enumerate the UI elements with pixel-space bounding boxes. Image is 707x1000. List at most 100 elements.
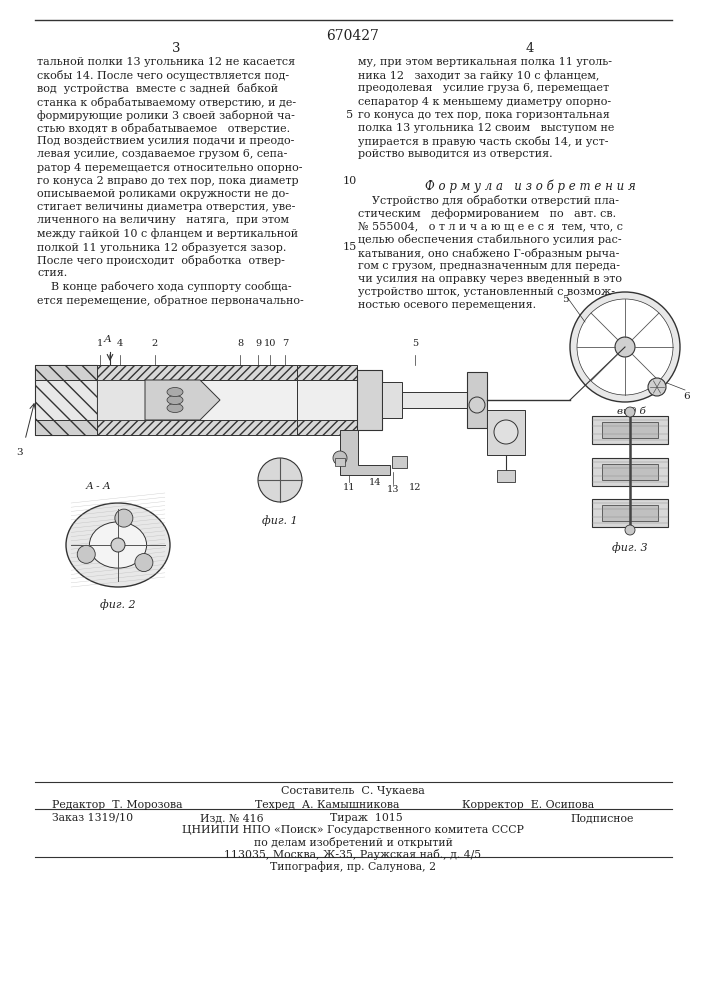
Text: личенного на величину   натяга,  при этом: личенного на величину натяга, при этом (37, 215, 289, 225)
Bar (592, 499, 668, 527)
Bar (97, 365, 297, 380)
Text: 15: 15 (343, 242, 357, 252)
Text: 6: 6 (684, 392, 690, 401)
Text: А: А (104, 335, 112, 344)
Text: вид б: вид б (617, 407, 646, 416)
Text: устройство шток, установленный с возмож-: устройство шток, установленный с возмож- (358, 287, 615, 297)
Bar (382, 382, 402, 418)
Text: 670427: 670427 (327, 29, 380, 43)
Bar (35, 365, 97, 435)
Text: Устройство для обработки отверстий пла-: Устройство для обработки отверстий пла- (358, 195, 619, 206)
Ellipse shape (66, 503, 170, 587)
Ellipse shape (89, 522, 146, 568)
Text: станка к обрабатываемому отверстию, и де-: станка к обрабатываемому отверстию, и де… (37, 97, 296, 108)
Polygon shape (340, 430, 390, 475)
Text: ЦНИИПИ НПО «Поиск» Государственного комитета СССР: ЦНИИПИ НПО «Поиск» Государственного коми… (182, 825, 524, 835)
Text: чи усилия на оправку через введенный в это: чи усилия на оправку через введенный в э… (358, 274, 622, 284)
Text: стическим   деформированием   по   авт. св.: стическим деформированием по авт. св. (358, 208, 616, 219)
Text: 113035, Москва, Ж-35, Раужская наб., д. 4/5: 113035, Москва, Ж-35, Раужская наб., д. … (224, 849, 481, 860)
Text: После чего происходит  обработка  отвер-: После чего происходит обработка отвер- (37, 255, 285, 266)
Bar (335, 458, 345, 466)
Text: целью обеспечения стабильного усилия рас-: целью обеспечения стабильного усилия рас… (358, 234, 621, 245)
Text: 12: 12 (409, 483, 421, 492)
Bar (487, 410, 525, 455)
Text: 4: 4 (526, 42, 534, 55)
Text: Тираж  1015: Тираж 1015 (330, 813, 403, 823)
Bar (297, 365, 357, 380)
Bar (392, 456, 407, 468)
Text: 4: 4 (117, 339, 123, 348)
Text: ратор 4 перемещается относительно опорно-: ратор 4 перемещается относительно опорно… (37, 163, 303, 173)
Polygon shape (145, 380, 220, 420)
Text: стигает величины диаметра отверстия, уве-: стигает величины диаметра отверстия, уве… (37, 202, 296, 212)
Ellipse shape (167, 387, 183, 396)
Bar (97, 380, 297, 420)
Bar (297, 380, 357, 420)
Circle shape (115, 509, 133, 527)
Text: фиг. 2: фиг. 2 (100, 599, 136, 610)
Text: +: + (501, 427, 510, 437)
Text: левая усилие, создаваемое грузом 6, сепа-: левая усилие, создаваемое грузом 6, сепа… (37, 149, 287, 159)
Text: го конуса 2 вправо до тех пор, пока диаметр: го конуса 2 вправо до тех пор, пока диам… (37, 176, 298, 186)
Text: описываемой роликами окружности не до-: описываемой роликами окружности не до- (37, 189, 289, 199)
Bar (35, 365, 107, 380)
Circle shape (625, 525, 635, 535)
Circle shape (577, 299, 673, 395)
Circle shape (648, 378, 666, 396)
Circle shape (469, 397, 485, 413)
Circle shape (135, 554, 153, 572)
Text: ностью осевого перемещения.: ностью осевого перемещения. (358, 300, 536, 310)
Text: 2: 2 (152, 339, 158, 348)
Text: № 555004,   о т л и ч а ю щ е е с я  тем, что, с: № 555004, о т л и ч а ю щ е е с я тем, ч… (358, 221, 623, 231)
Text: 3: 3 (17, 448, 23, 457)
Text: гом с грузом, предназначенным для переда-: гом с грузом, предназначенным для переда… (358, 261, 620, 271)
Text: 9: 9 (255, 339, 261, 348)
Text: стью входят в обрабатываемое   отверстие.: стью входят в обрабатываемое отверстие. (37, 123, 290, 134)
Text: преодолевая   усилие груза 6, перемещает: преодолевая усилие груза 6, перемещает (358, 83, 609, 93)
Bar (602, 505, 658, 521)
Text: Заказ 1319/10: Заказ 1319/10 (52, 813, 133, 823)
Ellipse shape (167, 395, 183, 404)
Text: Корректор  Е. Осипова: Корректор Е. Осипова (462, 800, 594, 810)
Text: сепаратор 4 к меньшему диаметру опорно-: сепаратор 4 к меньшему диаметру опорно- (358, 97, 611, 107)
Text: полкой 11 угольника 12 образуется зазор.: полкой 11 угольника 12 образуется зазор. (37, 242, 286, 253)
Text: стия.: стия. (37, 268, 67, 278)
Bar (467, 372, 487, 428)
Text: фиг. 3: фиг. 3 (612, 542, 648, 553)
Bar (357, 370, 382, 430)
Circle shape (625, 407, 635, 417)
Text: 13: 13 (387, 485, 399, 494)
Text: Под воздействием усилия подачи и преодо-: Под воздействием усилия подачи и преодо- (37, 136, 294, 146)
Bar (497, 470, 515, 482)
Bar (97, 420, 297, 435)
Text: му, при этом вертикальная полка 11 уголь-: му, при этом вертикальная полка 11 уголь… (358, 57, 612, 67)
Text: А - А: А - А (85, 482, 111, 491)
Bar (297, 420, 357, 435)
Circle shape (111, 538, 125, 552)
Text: 1: 1 (97, 339, 103, 348)
Circle shape (570, 292, 680, 402)
Text: 10: 10 (343, 176, 357, 186)
Bar (602, 464, 658, 480)
Text: Редактор  Т. Морозова: Редактор Т. Морозова (52, 800, 182, 810)
Text: 14: 14 (369, 478, 381, 487)
Bar (602, 422, 658, 438)
Text: тальной полки 13 угольника 12 не касается: тальной полки 13 угольника 12 не касаетс… (37, 57, 295, 67)
Text: ника 12   заходит за гайку 10 с фланцем,: ника 12 заходит за гайку 10 с фланцем, (358, 70, 600, 81)
Bar (402, 392, 467, 408)
Text: вод  устройства  вместе с задней  бабкой: вод устройства вместе с задней бабкой (37, 83, 278, 94)
Ellipse shape (167, 403, 183, 412)
Text: формирующие ролики 3 своей заборной ча-: формирующие ролики 3 своей заборной ча- (37, 110, 295, 121)
Text: 11: 11 (343, 483, 355, 492)
Text: Составитель  С. Чукаева: Составитель С. Чукаева (281, 786, 425, 796)
Bar (592, 458, 668, 486)
Text: Техред  А. Камышникова: Техред А. Камышникова (255, 800, 399, 810)
Text: Подписное: Подписное (570, 813, 633, 823)
Text: Ф о р м у л а   и з о б р е т е н и я: Ф о р м у л а и з о б р е т е н и я (425, 180, 636, 193)
Text: 8: 8 (237, 339, 243, 348)
Text: скобы 14. После чего осуществляется под-: скобы 14. После чего осуществляется под- (37, 70, 289, 81)
Bar (97, 380, 177, 420)
Text: ройство выводится из отверстия.: ройство выводится из отверстия. (358, 149, 553, 159)
Text: 10: 10 (264, 339, 276, 348)
Circle shape (494, 420, 518, 444)
